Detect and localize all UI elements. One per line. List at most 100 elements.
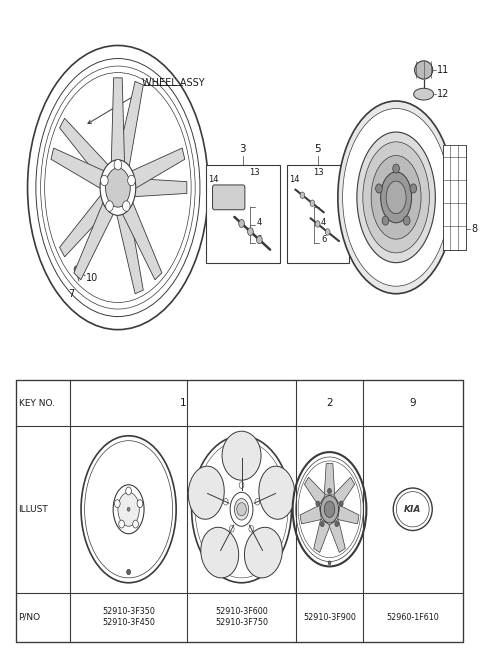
Circle shape <box>137 500 143 508</box>
Bar <box>443 145 466 250</box>
Circle shape <box>256 236 262 244</box>
Text: 2: 2 <box>326 398 333 408</box>
Text: 7: 7 <box>69 289 75 298</box>
Polygon shape <box>116 81 144 168</box>
Polygon shape <box>121 201 162 280</box>
Circle shape <box>310 200 315 207</box>
Polygon shape <box>329 519 345 552</box>
Circle shape <box>127 507 130 511</box>
Text: 4: 4 <box>321 218 326 227</box>
Text: 14: 14 <box>208 174 218 184</box>
Circle shape <box>410 184 417 193</box>
Circle shape <box>300 192 305 199</box>
Ellipse shape <box>244 527 282 578</box>
Circle shape <box>239 482 244 488</box>
Ellipse shape <box>343 108 450 286</box>
Ellipse shape <box>363 142 430 253</box>
Circle shape <box>248 228 253 236</box>
Text: 13: 13 <box>313 168 324 177</box>
Circle shape <box>133 520 138 528</box>
Circle shape <box>375 184 382 193</box>
Text: 10: 10 <box>86 274 98 283</box>
Text: KEY NO.: KEY NO. <box>19 399 55 407</box>
Ellipse shape <box>106 168 130 207</box>
Ellipse shape <box>81 436 176 583</box>
Text: 8: 8 <box>471 224 478 234</box>
Text: 52960-1F610: 52960-1F610 <box>386 613 439 621</box>
Polygon shape <box>60 118 109 181</box>
Circle shape <box>249 525 254 532</box>
Bar <box>206 165 279 262</box>
Text: 52910-3F900: 52910-3F900 <box>303 613 356 621</box>
Circle shape <box>119 520 124 528</box>
Polygon shape <box>314 519 330 552</box>
Polygon shape <box>337 506 359 524</box>
Ellipse shape <box>230 492 253 526</box>
Circle shape <box>315 220 320 227</box>
Polygon shape <box>300 506 322 524</box>
Circle shape <box>100 175 108 186</box>
Ellipse shape <box>222 431 261 480</box>
Text: 12: 12 <box>437 89 449 99</box>
Text: WHEEL ASSY: WHEEL ASSY <box>142 78 204 88</box>
Polygon shape <box>60 194 109 256</box>
Ellipse shape <box>100 160 136 215</box>
Text: 4: 4 <box>257 218 262 227</box>
Text: P/NO: P/NO <box>19 613 41 621</box>
Circle shape <box>255 499 260 505</box>
Circle shape <box>106 201 113 211</box>
Circle shape <box>122 201 130 211</box>
Circle shape <box>237 502 246 516</box>
Ellipse shape <box>321 495 338 523</box>
Circle shape <box>382 216 389 225</box>
Circle shape <box>320 522 324 527</box>
Circle shape <box>403 216 410 225</box>
FancyBboxPatch shape <box>213 185 245 210</box>
Polygon shape <box>74 201 114 280</box>
Circle shape <box>335 522 339 527</box>
Polygon shape <box>116 207 144 294</box>
Polygon shape <box>130 148 185 189</box>
Text: 3: 3 <box>240 144 246 154</box>
Ellipse shape <box>36 58 200 317</box>
Ellipse shape <box>259 466 295 520</box>
Ellipse shape <box>118 492 139 526</box>
Polygon shape <box>324 464 335 495</box>
Polygon shape <box>51 148 106 189</box>
Circle shape <box>239 220 244 228</box>
Ellipse shape <box>234 499 249 520</box>
Bar <box>16 380 463 642</box>
Circle shape <box>114 159 122 170</box>
Circle shape <box>128 175 135 186</box>
Circle shape <box>328 561 331 565</box>
Circle shape <box>74 266 79 272</box>
Polygon shape <box>133 178 187 197</box>
Circle shape <box>127 569 131 575</box>
Ellipse shape <box>201 527 239 578</box>
Circle shape <box>393 164 399 173</box>
Ellipse shape <box>188 466 224 520</box>
Circle shape <box>339 501 343 506</box>
Circle shape <box>114 500 120 508</box>
Text: ILLUST: ILLUST <box>19 504 48 514</box>
Ellipse shape <box>381 172 411 223</box>
Circle shape <box>316 501 320 506</box>
Bar <box>287 165 348 262</box>
Ellipse shape <box>393 488 432 531</box>
Text: 5: 5 <box>314 144 321 154</box>
Text: 6: 6 <box>321 236 326 244</box>
Polygon shape <box>111 78 124 164</box>
Text: 1: 1 <box>180 398 187 408</box>
Ellipse shape <box>415 61 433 79</box>
Circle shape <box>325 229 330 236</box>
Ellipse shape <box>27 45 208 329</box>
Text: 11: 11 <box>437 65 449 75</box>
Text: 52910-3F600
52910-3F750: 52910-3F600 52910-3F750 <box>215 607 268 626</box>
Text: 6: 6 <box>257 236 262 244</box>
Ellipse shape <box>293 452 366 566</box>
Circle shape <box>328 488 331 493</box>
Circle shape <box>223 499 228 505</box>
Ellipse shape <box>324 501 335 518</box>
Ellipse shape <box>338 101 455 294</box>
Text: 52910-3F350
52910-3F450: 52910-3F350 52910-3F450 <box>102 607 155 626</box>
